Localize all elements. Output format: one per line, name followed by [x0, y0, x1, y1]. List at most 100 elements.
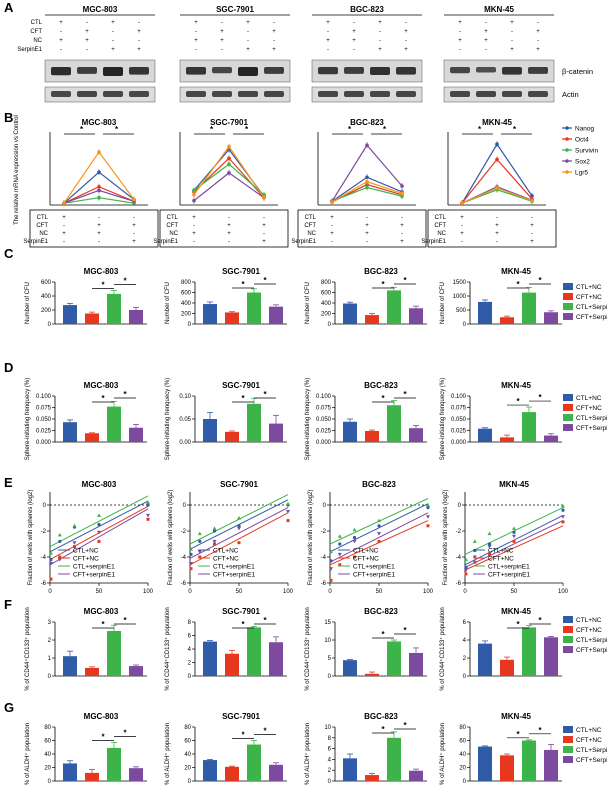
- y-tick-label: 0.000: [451, 440, 467, 446]
- y-tick-label: 10: [324, 638, 331, 644]
- y-tick-label: 0.100: [316, 394, 332, 400]
- table-sign: +: [137, 29, 141, 35]
- table-sign: +: [246, 20, 250, 26]
- table-sign: +: [62, 215, 66, 221]
- bar-CTL+NC: [203, 304, 217, 324]
- data-point: [328, 549, 333, 554]
- table-sign: -: [263, 231, 265, 237]
- data-point: [473, 560, 477, 564]
- panel-label-D: D: [4, 360, 13, 375]
- table-sign: -: [496, 239, 498, 245]
- y-tick-label: 0.100: [36, 394, 52, 400]
- band: [476, 91, 496, 97]
- legend-label: CTL+NC: [213, 548, 239, 555]
- legend-swatch: [563, 726, 573, 733]
- y-tick-label: 3: [48, 620, 52, 626]
- y-tick-label: 0.050: [451, 417, 467, 423]
- bar-CTL+NC: [203, 760, 217, 781]
- table-sign: +: [85, 38, 89, 44]
- bar-CTL+SerpinE1: [387, 641, 401, 676]
- data-point: [57, 532, 62, 537]
- y-tick-label: 6: [328, 747, 332, 753]
- data-point: [237, 526, 241, 531]
- legend-label: Nanog: [575, 126, 595, 133]
- row-label: NC: [33, 38, 42, 44]
- table-sign: -: [63, 239, 65, 245]
- data-point: [561, 508, 565, 512]
- chart-title: MKN-45: [501, 607, 531, 616]
- sig-star: *: [210, 125, 214, 134]
- y-tick-label: -2: [41, 529, 47, 535]
- data-point: [213, 542, 216, 546]
- data-point: [97, 522, 101, 527]
- y-tick-label: 200: [181, 312, 192, 318]
- row-label: CFT: [36, 223, 48, 229]
- table-sign: +: [192, 215, 196, 221]
- y-tick-label: 40: [184, 752, 191, 758]
- x-tick-label: 100: [143, 589, 154, 595]
- band: [186, 91, 206, 97]
- band: [528, 91, 548, 97]
- data-point: [426, 503, 430, 507]
- data-point: [464, 565, 468, 570]
- table-sign: +: [272, 29, 276, 35]
- sig-star: *: [403, 276, 407, 285]
- legend-label: CFT+NC: [576, 405, 602, 412]
- blot-beta-catenin: [443, 59, 555, 83]
- x-tick-label: 0: [328, 589, 332, 595]
- table-sign: -: [366, 239, 368, 245]
- row-label: CTL: [167, 215, 179, 221]
- row-label: SerpinE1: [291, 239, 316, 245]
- data-point: [188, 562, 193, 566]
- data-point: [426, 515, 430, 519]
- y-tick-label: -4: [456, 555, 462, 561]
- row-label: NC: [437, 231, 446, 237]
- x-tick-label: 100: [423, 589, 434, 595]
- band: [370, 91, 390, 97]
- y-axis-label: Sphere-initiating frenquecy (%): [165, 378, 171, 460]
- data-point: [328, 567, 333, 571]
- table-sign: -: [138, 38, 140, 44]
- fit-line: [49, 508, 149, 566]
- y-tick-label: 0.025: [36, 429, 52, 435]
- sig-star: *: [381, 394, 385, 403]
- data-point: [352, 535, 357, 540]
- bar-CFT+SerpinE1: [129, 427, 143, 442]
- y-tick-label: 0: [328, 779, 332, 785]
- table-sign: -: [112, 38, 114, 44]
- y-tick-label: 0: [188, 674, 192, 680]
- bar-CTL+SerpinE1: [387, 737, 401, 781]
- blot-actin: [179, 86, 291, 103]
- table-sign: +: [484, 38, 488, 44]
- table-sign: -: [273, 20, 275, 26]
- sig-star: *: [381, 630, 385, 639]
- table-sign: +: [530, 239, 534, 245]
- legend-swatch: [563, 424, 573, 431]
- chart-title: MKN-45: [499, 480, 529, 489]
- table-sign: +: [495, 231, 499, 237]
- table-sign: +: [62, 231, 66, 237]
- fit-line: [189, 507, 289, 559]
- band: [212, 91, 232, 97]
- data-point: [212, 539, 217, 544]
- bar-CTL+NC: [343, 303, 357, 324]
- legend-swatch: [563, 414, 573, 421]
- sig-star: *: [80, 125, 84, 134]
- fit-line: [189, 512, 289, 566]
- x-tick-label: 50: [96, 589, 103, 595]
- chart-title: BGC-823: [364, 607, 398, 616]
- band: [344, 67, 364, 74]
- data-point: [72, 541, 77, 545]
- table-sign: +: [460, 231, 464, 237]
- y-tick-label: 0.100: [451, 394, 467, 400]
- data-point: [48, 551, 53, 555]
- bar-CFT+NC: [365, 315, 379, 324]
- sig-star: *: [115, 125, 119, 134]
- sig-star: *: [101, 733, 105, 742]
- table-sign: +: [132, 223, 136, 229]
- legend-label: CFT+NC: [576, 627, 602, 634]
- y-tick-label: 40: [44, 752, 51, 758]
- y-tick-label: 0.050: [316, 417, 332, 423]
- sig-star: *: [403, 721, 407, 730]
- y-tick-label: 4: [188, 647, 192, 653]
